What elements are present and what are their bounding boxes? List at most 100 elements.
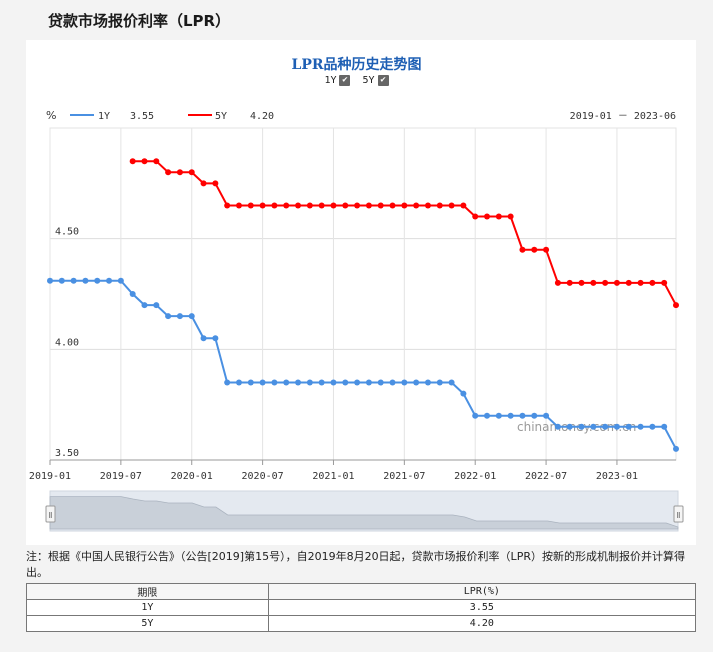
data-point-1y: [200, 335, 207, 342]
data-point-5y: [354, 202, 361, 209]
y-tick-label: 4.50: [55, 227, 79, 238]
data-point-1y: [271, 379, 278, 386]
series-toggle-row: 1Y ✔ 5Y ✔: [0, 75, 713, 86]
page-title: 贷款市场报价利率（LPR）: [48, 12, 231, 30]
toggle-1y[interactable]: 1Y ✔: [324, 75, 351, 86]
data-point-5y: [543, 246, 550, 253]
data-point-5y: [649, 279, 656, 286]
data-point-1y: [188, 313, 195, 320]
data-point-1y: [413, 379, 420, 386]
data-point-5y: [637, 279, 644, 286]
chart-title: LPR品种历史走势图: [291, 57, 422, 73]
data-point-1y: [566, 423, 573, 430]
data-point-1y: [590, 423, 597, 430]
legend-5y-value: 4.20: [250, 111, 274, 122]
data-point-1y: [117, 277, 124, 284]
data-point-5y: [401, 202, 408, 209]
table-cell-rate: 4.20: [267, 615, 697, 632]
x-axis-ticks: 2019-01 2019-07 2020-01 2020-07 2021-01 2021-…: [29, 471, 638, 482]
data-point-5y: [566, 279, 573, 286]
data-point-1y: [330, 379, 337, 386]
data-point-5y: [153, 158, 160, 165]
legend-5y-name: 5Y: [215, 111, 227, 122]
data-point-5y: [212, 180, 219, 187]
data-point-5y: [448, 202, 455, 209]
data-point-1y: [141, 302, 148, 309]
data-point-1y: [247, 379, 254, 386]
data-point-5y: [389, 202, 396, 209]
x-tick-label: 2022-01: [454, 471, 496, 482]
data-point-5y: [625, 279, 632, 286]
data-point-1y: [625, 423, 632, 430]
data-point-1y: [424, 379, 431, 386]
data-point-1y: [354, 379, 361, 386]
data-point-5y: [424, 202, 431, 209]
data-point-1y: [47, 277, 53, 284]
data-point-1y: [578, 423, 585, 430]
data-point-1y: [82, 277, 89, 284]
data-point-1y: [613, 423, 620, 430]
table-header-lpr: LPR(%): [267, 583, 697, 600]
data-point-1y: [484, 412, 491, 419]
data-point-5y: [295, 202, 302, 209]
data-point-5y: [259, 202, 266, 209]
data-point-5y: [283, 202, 290, 209]
data-point-5y: [247, 202, 254, 209]
table-cell-term: 5Y: [26, 615, 269, 632]
data-point-5y: [306, 202, 313, 209]
footnote: 注：根据《中国人民银行公告》（公告[2019]第15号），自2019年8月20日…: [26, 550, 685, 579]
data-point-5y: [507, 213, 514, 220]
x-tick-label: 2021-07: [383, 471, 425, 482]
navigator-area: [49, 496, 679, 530]
data-point-5y: [165, 169, 172, 176]
date-range-label: 2019-01 － 2023-06: [570, 111, 676, 122]
data-point-1y: [401, 379, 408, 386]
data-point-5y: [484, 213, 491, 220]
data-point-5y: [495, 213, 502, 220]
data-point-1y: [58, 277, 65, 284]
range-navigator[interactable]: Ⅱ Ⅱ: [45, 490, 684, 532]
data-point-1y: [70, 277, 77, 284]
checkbox-1y[interactable]: ✔: [339, 75, 351, 86]
navigator-left-handle-grip: Ⅱ: [49, 511, 53, 520]
data-point-1y: [649, 423, 656, 430]
checkbox-5y[interactable]: ✔: [377, 75, 389, 86]
navigator-left-handle[interactable]: [45, 505, 56, 523]
data-point-5y: [330, 202, 337, 209]
data-point-5y: [436, 202, 443, 209]
data-point-5y: [318, 202, 325, 209]
data-point-1y: [212, 335, 219, 342]
data-point-5y: [413, 202, 420, 209]
toggle-5y[interactable]: 5Y ✔: [363, 75, 389, 86]
data-point-1y: [318, 379, 325, 386]
plot-area: [49, 127, 677, 461]
data-point-1y: [259, 379, 266, 386]
y-tick-label: 4.00: [55, 337, 79, 348]
data-point-1y: [283, 379, 290, 386]
data-point-5y: [224, 202, 231, 209]
table-header-row: 期限 LPR(%): [26, 583, 697, 600]
data-point-5y: [188, 169, 195, 176]
table-row: 1Y 3.55: [26, 599, 697, 616]
data-point-1y: [531, 412, 538, 419]
legend-1y-name: 1Y: [98, 111, 110, 122]
legend-1y-value: 3.55: [130, 111, 154, 122]
data-point-5y: [377, 202, 384, 209]
data-point-1y: [602, 423, 609, 430]
navigator-right-handle-grip: Ⅱ: [677, 511, 681, 520]
table-cell-rate: 3.55: [267, 599, 697, 616]
data-point-1y: [661, 423, 668, 430]
data-point-1y: [129, 291, 136, 297]
navigator-right-handle[interactable]: [673, 505, 684, 523]
data-point-1y: [460, 390, 467, 397]
data-point-5y: [578, 279, 585, 286]
table-header-term: 期限: [26, 583, 269, 600]
data-point-5y: [554, 279, 561, 286]
data-point-5y: [613, 279, 620, 286]
lpr-table: 期限 LPR(%) 1Y 3.55 5Y 4.20: [26, 583, 697, 632]
data-point-5y: [129, 158, 136, 165]
data-point-5y: [472, 213, 479, 220]
data-point-5y: [365, 202, 372, 209]
data-point-1y: [295, 379, 302, 386]
data-point-1y: [389, 379, 396, 386]
